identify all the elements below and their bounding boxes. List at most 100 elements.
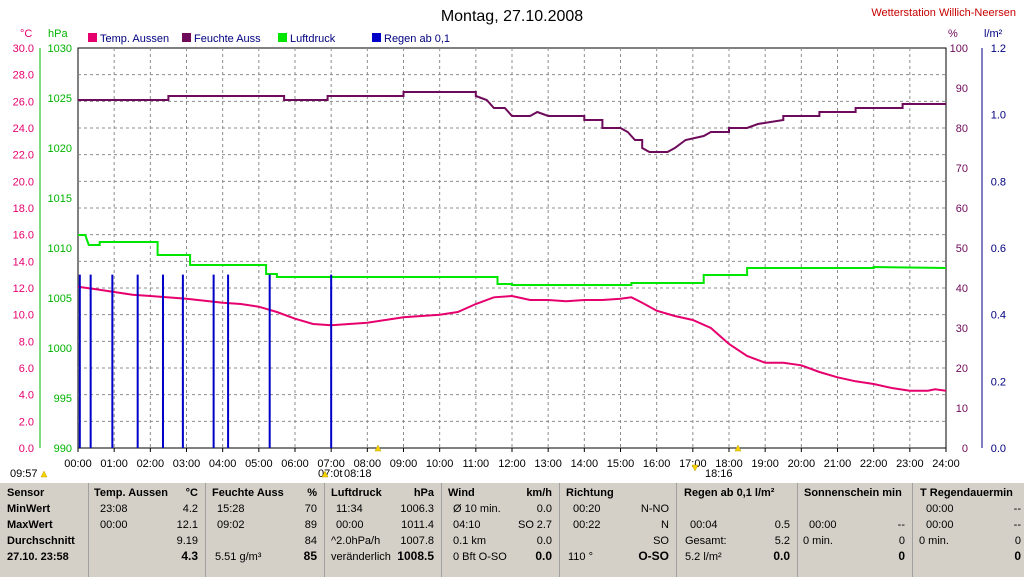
humidity-tick-8: 80	[956, 123, 968, 135]
temp-tick-6: 12.0	[13, 283, 34, 295]
pressure-current: 1008.5	[397, 549, 434, 563]
temp-tick-11: 22.0	[13, 150, 34, 162]
temp-tick-8: 16.0	[13, 230, 34, 242]
station-name: Wetterstation Willich-Neersen	[871, 7, 1016, 19]
temp-tick-5: 10.0	[13, 310, 34, 322]
humidity-tick-0: 0	[962, 443, 968, 455]
pressure-tendency: veränderlich	[331, 551, 391, 563]
pressure-series-line	[78, 234, 947, 286]
stats-col-humidity: Feuchte Auss % 15:28 70 09:02 89 84 5.51…	[205, 483, 325, 577]
start-time-label: 09:57	[10, 468, 38, 480]
wind-max-time: 04:10	[453, 519, 481, 531]
sunshine-max-time: 00:00	[809, 519, 837, 531]
direction-header: Richtung	[566, 487, 614, 499]
temp-tick-12: 24.0	[13, 123, 34, 135]
x-tick-label-8: 08:00	[354, 458, 382, 470]
rain-tick-4: 0.8	[991, 176, 1006, 188]
rain-total-label: Gesamt:	[685, 535, 727, 547]
temp-tick-7: 14.0	[13, 256, 34, 268]
pressure-tick-6: 1020	[48, 143, 72, 155]
stats-row-current: 27.10. 23:58	[7, 551, 69, 563]
stats-row-max: MaxWert	[7, 519, 53, 531]
x-tick-label-1: 01:00	[100, 458, 128, 470]
humidity-tick-7: 70	[956, 163, 968, 175]
humidity-min: 70	[304, 503, 317, 515]
pressure-unit-label: hPa	[48, 28, 68, 40]
wind-max-value: 2.7	[536, 519, 552, 531]
rain-max-value: 0.5	[774, 519, 790, 531]
legend-swatch-1	[182, 33, 191, 42]
direction-current: O-SO	[638, 549, 669, 563]
rainduration-min-value: --	[1013, 503, 1021, 515]
sunshine-total-value: 0	[898, 535, 905, 547]
humidity-tick-4: 40	[956, 283, 968, 295]
temp-unit-label: °C	[20, 28, 32, 40]
direction-min-time: 00:20	[573, 503, 601, 515]
rain-current: 0.0	[773, 549, 790, 563]
chart-title: Montag, 27.10.2008	[441, 8, 583, 25]
rain-unit-label: l/m²	[984, 28, 1003, 40]
legend-label-3: Regen ab 0,1	[384, 33, 450, 45]
x-tick-label-13: 13:00	[534, 458, 562, 470]
axes: 00:00 01:00 02:00 03:00 04:00 05:00 06:00 07:00…	[13, 43, 1006, 470]
rain-header: Regen ab 0,1 l/m²	[684, 487, 775, 499]
temp-avg: 9.19	[176, 535, 198, 547]
direction-max: N	[661, 519, 669, 531]
temp-tick-9: 18.0	[13, 203, 34, 215]
humidity-header: Feuchte Auss	[212, 487, 284, 499]
rain-max-time: 00:04	[690, 519, 718, 531]
rainduration-header: T Regendauermin	[920, 487, 1013, 499]
x-tick-label-21: 21:00	[824, 458, 852, 470]
temp-min-time: 23:08	[100, 503, 128, 515]
stats-col-pressure: Luftdruck hPa 11:34 1006.3 00:00 1011.4 …	[324, 483, 442, 577]
stats-col-wind: Wind km/h Ø 10 min. 0.0 04:10 SO 2.7 0.1…	[441, 483, 560, 577]
x-tick-label-5: 05:00	[245, 458, 273, 470]
pressure-trend: ^2.0hPa/h	[331, 535, 381, 547]
wind-current: 0.0	[535, 549, 552, 563]
weather-chart: Montag, 27.10.2008 Wetterstation Willich…	[10, 7, 1016, 480]
wind-distance: 0.1 km	[453, 535, 487, 547]
rainduration-min-time: 00:00	[926, 503, 954, 515]
legend-swatch-2	[278, 33, 287, 42]
wind-avg-label: Ø 10 min.	[453, 503, 501, 515]
humidity-abs: 5.51 g/m³	[215, 551, 262, 563]
rainduration-max-value: --	[1013, 519, 1021, 531]
pressure-header: Luftdruck	[331, 487, 382, 499]
x-tick-label-15: 15:00	[607, 458, 635, 470]
x-tick-label-23: 23:00	[896, 458, 924, 470]
humidity-tick-2: 20	[956, 363, 968, 375]
x-tick-label-22: 22:00	[860, 458, 888, 470]
humidity-series-line	[78, 91, 946, 153]
stats-col-rain: Regen ab 0,1 l/m² 00:04 0.5 Gesamt: 5.2 …	[676, 483, 798, 577]
x-tick-label-7: 07:00	[317, 458, 345, 470]
wind-unit: km/h	[526, 487, 552, 499]
x-tick-label-3: 03:00	[173, 458, 201, 470]
pressure-tick-3: 1005	[48, 293, 72, 305]
temp-tick-3: 6.0	[19, 363, 34, 375]
stats-col-temp: Temp. Aussen °C 23:08 4.2 00:00 12.1 9.1…	[88, 483, 206, 577]
temp-tick-1: 2.0	[19, 416, 34, 428]
temp-tick-2: 4.0	[19, 390, 34, 402]
wind-distance-value: 0.0	[536, 535, 552, 547]
temp-header: Temp. Aussen	[94, 487, 168, 499]
x-tick-label-24: 24:00	[932, 458, 960, 470]
x-tick-label-9: 09:00	[390, 458, 418, 470]
legend-swatch-0	[88, 33, 97, 42]
rain-tick-6: 1.2	[991, 43, 1006, 55]
sunset-icon	[734, 444, 742, 452]
stats-col-sunshine: Sonnenschein min 00:00 -- 0 min. 0 0	[797, 483, 913, 577]
temp-max-time: 00:00	[100, 519, 128, 531]
x-tick-label-0: 00:00	[64, 458, 92, 470]
pressure-max-time: 00:00	[336, 519, 364, 531]
rainduration-total-label: 0 min.	[919, 535, 949, 547]
humidity-min-time: 15:28	[217, 503, 245, 515]
temp-tick-10: 20.0	[13, 176, 34, 188]
x-tick-label-12: 12:00	[498, 458, 526, 470]
x-tick-label-20: 20:00	[788, 458, 816, 470]
humidity-unit-label: %	[948, 28, 958, 40]
legend-swatch-3	[372, 33, 381, 42]
wind-max-dir: SO	[518, 519, 534, 531]
sunshine-max-value: --	[897, 519, 905, 531]
x-tick-label-6: 06:00	[281, 458, 309, 470]
time-markers: 09:57 07:0t 08:18 18:16	[10, 444, 742, 480]
